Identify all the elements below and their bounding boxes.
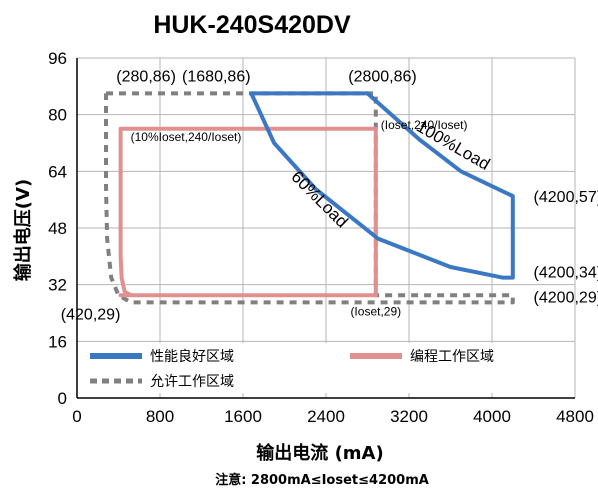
y-tick-label: 32: [48, 276, 67, 295]
legend: 性能良好区域 编程工作区域 允许工作区域: [82, 343, 522, 393]
x-tick-label: 800: [146, 407, 174, 426]
point-label: (4200,57): [534, 189, 598, 206]
tick-labels: 0 16 32 48 64 80 96 0 800 1600 2400 3200 4000 4800: [48, 49, 594, 426]
y-tick-label: 0: [58, 389, 67, 408]
x-tick-label: 0: [72, 407, 81, 426]
point-label: (Ioset,240/Ioset): [381, 118, 468, 132]
x-tick-label: 3200: [390, 407, 428, 426]
x-axis-label: 输出电流 (mA): [256, 442, 383, 464]
y-axis-label: 输出电压(V): [12, 179, 34, 281]
x-tick-label: 2400: [307, 407, 345, 426]
legend-background: [82, 343, 522, 393]
legend-label-allowed: 允许工作区域: [150, 374, 234, 390]
y-tick-label: 48: [48, 219, 67, 238]
y-tick-label: 80: [48, 106, 67, 125]
x-tick-label: 4800: [556, 407, 594, 426]
series-layer: [104, 91, 515, 305]
legend-label-programmable: 编程工作区域: [410, 349, 494, 365]
point-label: (280,86): [116, 68, 176, 85]
series-line-2: [104, 91, 515, 305]
point-label: (2800,86): [348, 68, 417, 85]
point-label: (4200,29): [534, 289, 598, 306]
grid: [76, 57, 576, 399]
load-label: 60%Load: [287, 167, 351, 231]
series-line-1: [118, 126, 378, 298]
legend-label-good: 性能良好区域: [150, 349, 234, 365]
x-tick-label: 1600: [224, 407, 262, 426]
series-line-0: [249, 91, 515, 280]
point-label: (4200,34): [534, 265, 598, 282]
point-label: (Ioset,29): [350, 304, 401, 318]
chart-title: HUK-240S420DV: [153, 11, 351, 39]
footnote: 注意: 2800mA≤Ioset≤4200mA: [215, 472, 429, 488]
point-label: (420,29): [61, 306, 121, 323]
y-tick-label: 96: [48, 49, 67, 68]
x-tick-label: 4000: [473, 407, 511, 426]
y-tick-label: 64: [48, 162, 67, 181]
y-tick-label: 16: [48, 332, 67, 351]
point-label: (1680,86): [182, 68, 251, 85]
point-label: (10%Ioset,240/Ioset): [131, 130, 242, 144]
